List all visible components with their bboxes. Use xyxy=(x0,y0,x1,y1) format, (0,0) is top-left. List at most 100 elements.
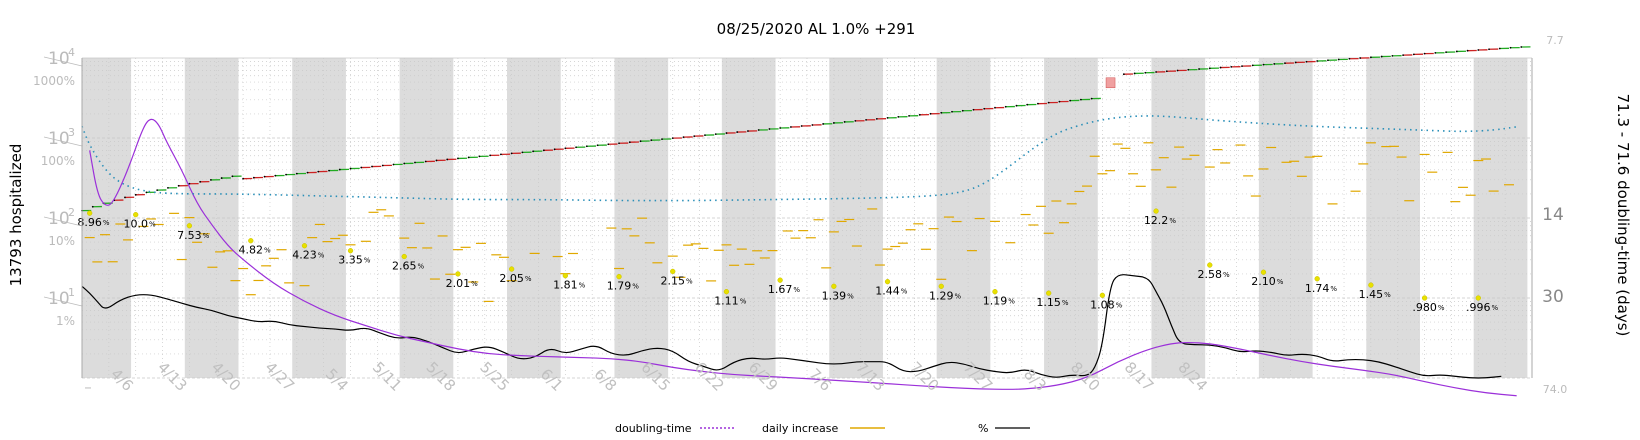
hospitalized-point xyxy=(1337,58,1340,61)
hospitalized-point xyxy=(639,140,642,143)
pct-annotation: 1.19 xyxy=(983,295,1008,308)
hospitalized-point xyxy=(704,134,706,137)
y-tick-label-left: 10 xyxy=(48,289,70,309)
pct-marker xyxy=(1153,208,1159,214)
x-tick-start: – xyxy=(84,378,92,396)
pct-marker xyxy=(248,238,254,244)
pct-annotation: 2.65 xyxy=(392,260,417,273)
hospitalized-point xyxy=(424,160,427,163)
y-tick-exponent-left: 1 xyxy=(68,286,75,299)
pct-marker xyxy=(884,279,891,285)
pct-annotation: 3.35 xyxy=(338,254,363,267)
y-tick-label-right: 14 xyxy=(1542,205,1564,225)
hospitalized-point xyxy=(575,146,577,149)
pct-annotation: 2.15 xyxy=(660,274,685,287)
hospitalized-point xyxy=(457,157,459,160)
pct-annotation: 1.39 xyxy=(822,289,847,302)
hospitalized-point xyxy=(875,117,878,120)
hospitalized-point xyxy=(1026,103,1029,106)
pct-annotation: 1.29 xyxy=(929,289,954,302)
hospitalized-point xyxy=(510,152,513,155)
hospitalized-point xyxy=(682,136,685,139)
hospitalized-point xyxy=(1509,46,1512,49)
pct-annotation: 12.2 xyxy=(1144,214,1169,227)
hospitalized-point xyxy=(693,135,696,138)
pct-marker xyxy=(616,273,622,280)
hospitalized-point xyxy=(177,184,180,187)
pct-annotation-unit: % xyxy=(686,277,693,285)
pct-annotation-unit: % xyxy=(901,288,908,296)
hospitalized-point xyxy=(854,120,857,122)
chart-decor xyxy=(81,46,1531,303)
pct-marker xyxy=(1260,269,1267,275)
hospitalized-point xyxy=(1359,57,1362,59)
hospitalized-point xyxy=(747,130,749,132)
y-tick-connector xyxy=(43,56,83,67)
y-tick-exponent-left: 2 xyxy=(68,206,75,219)
hospitalized-point xyxy=(1176,69,1179,72)
pct-annotation: 8.96 xyxy=(77,216,102,229)
y-tick-label-right: 30 xyxy=(1542,287,1564,307)
hospitalized-point xyxy=(650,139,653,142)
hospitalized-point xyxy=(328,169,330,172)
pct-annotation-unit: % xyxy=(318,252,325,260)
y-tick-label-left: 10 xyxy=(48,129,70,149)
pct-marker xyxy=(87,210,93,216)
hospitalized-point xyxy=(1498,47,1501,50)
hospitalized-point xyxy=(908,114,910,117)
hospitalized-point xyxy=(618,142,620,145)
hospitalized-point xyxy=(499,153,502,156)
hospitalized-point xyxy=(467,156,470,159)
y-tick-exponent-left: 3 xyxy=(68,126,75,139)
hospitalized-point xyxy=(134,193,137,196)
pct-marker xyxy=(938,283,944,289)
hospitalized-point xyxy=(886,116,889,119)
pct-annotation: 2.05 xyxy=(499,272,524,285)
pct-annotation-unit: % xyxy=(364,257,371,265)
pct-marker xyxy=(1207,262,1213,268)
hospitalized-point xyxy=(478,155,481,158)
hospitalized-point xyxy=(1455,50,1458,53)
pct-annotation-unit: % xyxy=(1008,298,1015,306)
hospitalized-point xyxy=(607,143,610,146)
pct-annotation-unit: % xyxy=(1384,291,1391,299)
hospitalized-point xyxy=(1466,49,1469,52)
pct-annotation: 1.08 xyxy=(1090,298,1115,311)
y-tick-connector xyxy=(43,296,83,307)
hospitalized-point xyxy=(145,191,148,194)
hospitalized-point xyxy=(1316,60,1319,62)
pct-marker xyxy=(1314,276,1320,282)
pct-annotation: 2.01 xyxy=(446,277,471,290)
pct-tick-label: 100% xyxy=(41,154,75,168)
pct-annotation-unit: % xyxy=(1169,217,1176,225)
hospitalized-point xyxy=(1380,55,1383,58)
pct-annotation-unit: % xyxy=(740,298,747,306)
hospitalized-point xyxy=(1423,52,1426,55)
hospitalized-point xyxy=(167,187,169,189)
hospitalized-point xyxy=(1251,64,1254,67)
hospitalized-point xyxy=(1369,56,1372,59)
hospitalized-point xyxy=(231,175,234,178)
hospitalized-point xyxy=(1412,53,1415,56)
hospitalized-point xyxy=(714,133,717,135)
series-line-doubling-time xyxy=(89,118,1517,397)
pct-annotation: .980 xyxy=(1412,301,1437,314)
pct-annotation: 1.81 xyxy=(553,279,578,292)
hospitalized-point xyxy=(1004,105,1007,108)
hospitalized-point xyxy=(317,170,320,173)
legend-label-percent: % xyxy=(978,422,988,435)
pct-annotation: 1.15 xyxy=(1036,296,1061,309)
pct-marker xyxy=(1046,290,1052,296)
series-line-- xyxy=(81,274,1502,379)
y-axis-label-right: 71.3 - 71.6 doubling-time (days) xyxy=(1614,94,1632,337)
hospitalized-point xyxy=(1402,54,1405,57)
legend: doubling-time daily increase % xyxy=(615,422,1030,435)
pct-annotation-unit: % xyxy=(632,283,639,291)
pct-annotation: 1.11 xyxy=(714,295,739,308)
hospitalized-point xyxy=(1187,68,1190,71)
annotations-layer: 8.96% 10.0 %7.53 %4.82% 4.23% 3.35% 2.65 %2.01%… xyxy=(77,208,1499,314)
hospitalized-point xyxy=(1219,66,1222,69)
hospitalized-point xyxy=(972,108,975,111)
